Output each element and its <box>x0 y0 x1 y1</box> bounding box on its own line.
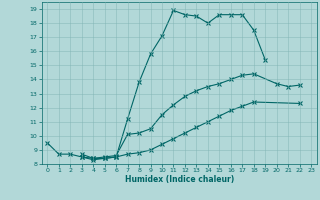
X-axis label: Humidex (Indice chaleur): Humidex (Indice chaleur) <box>124 175 234 184</box>
